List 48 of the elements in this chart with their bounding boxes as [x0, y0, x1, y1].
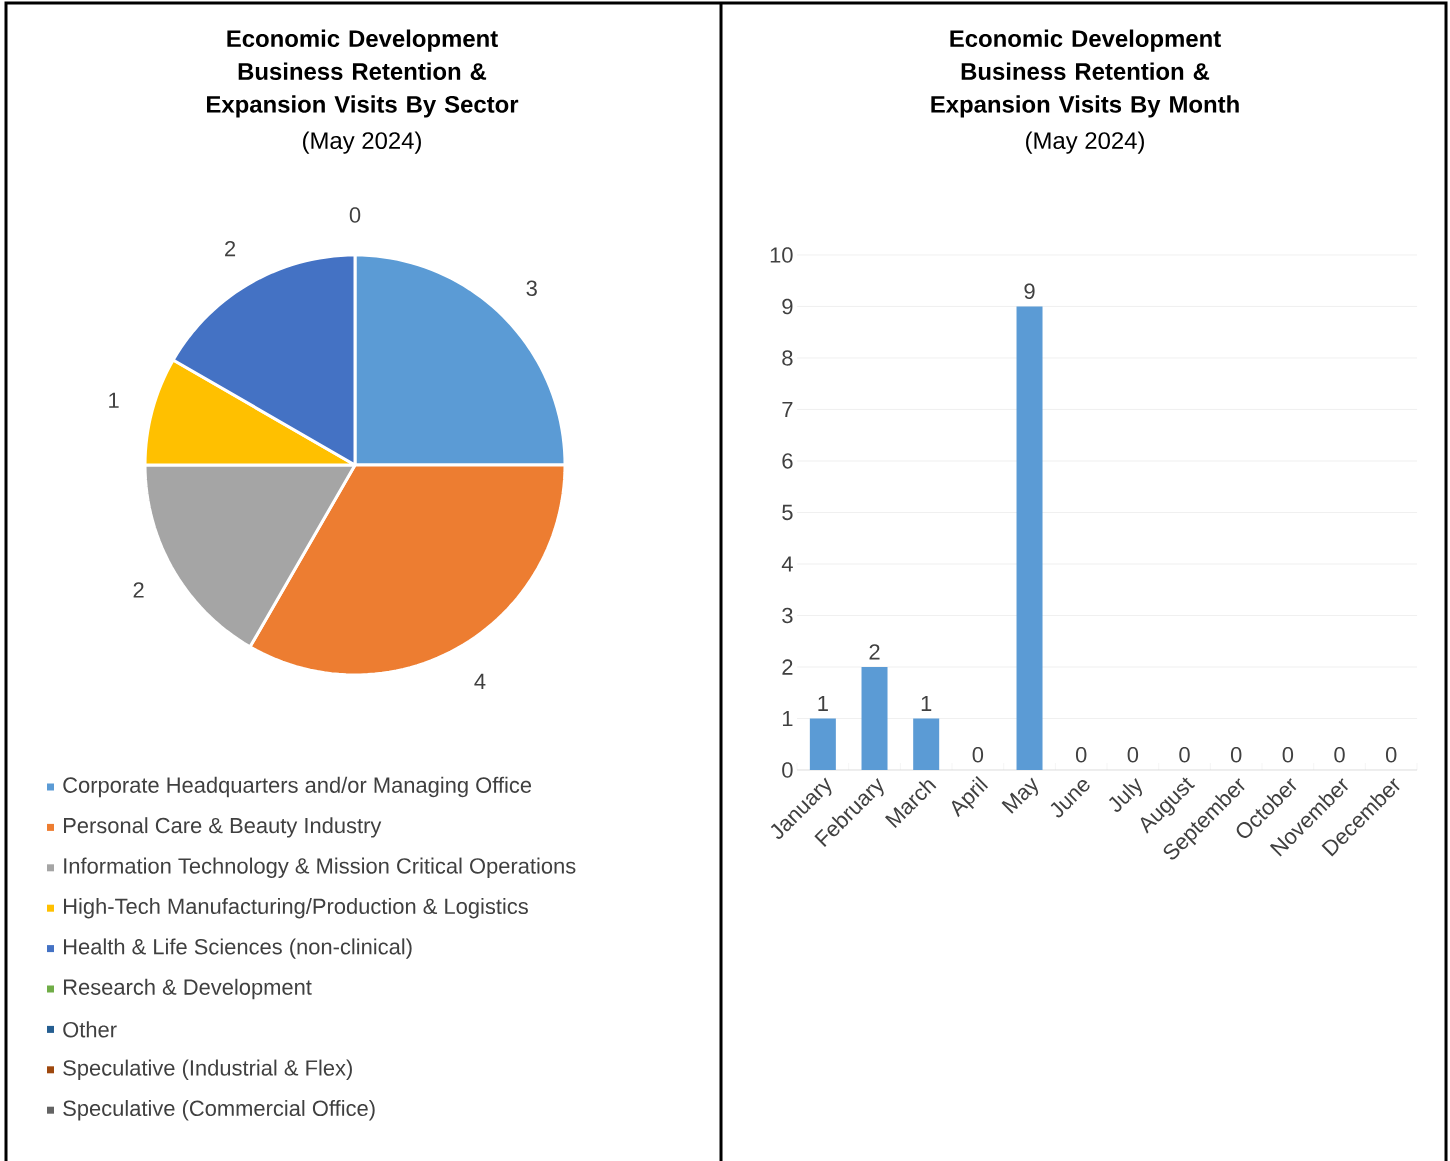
legend-label: Health & Life Sciences (non-clinical) [64, 938, 412, 959]
legend-label: Speculative (Commercial Office) [63, 1099, 375, 1121]
data-label: 0 [1230, 746, 1242, 763]
legend-label: Information Technology & Mission Critical Operations [64, 857, 576, 879]
data-label: 3 [526, 280, 537, 297]
y-tick-label: 4 [781, 556, 793, 572]
text: 0 [349, 207, 361, 223]
data-label: 0 [1075, 746, 1087, 763]
bar [1016, 306, 1043, 770]
data-label: 0 [1334, 746, 1345, 763]
y-tick-label: 6 [782, 453, 793, 469]
y-tick-label: 2 [782, 659, 793, 675]
y-tick-label: 3 [782, 607, 793, 624]
data-label: 1 [109, 392, 119, 408]
data-label: 0 [1127, 746, 1139, 763]
x-tick-label: July [1108, 778, 1142, 812]
y-tick-label: 5 [782, 504, 793, 521]
y-tick-label: 10 [770, 247, 793, 263]
data-label: 2 [225, 240, 236, 257]
y-tick-label: 1 [782, 710, 793, 727]
legend-label: Corporate Headquarters and/or Managing Office [63, 776, 532, 798]
data-label: 2 [133, 582, 144, 598]
x-tick-label: May [1001, 777, 1039, 814]
legend-label: Other [63, 1021, 117, 1038]
data-label: 0 [972, 746, 984, 763]
y-tick-label: 8 [782, 350, 793, 366]
data-label: 0 [1282, 746, 1294, 763]
legend-label: High-Tech Manufacturing/Production & Logistics [64, 897, 528, 919]
legend-label: Research & Development [64, 978, 312, 1000]
data-label: 0 [1385, 746, 1397, 763]
chart-title: Economic Development Business Retention & Expansion Visits By Month [931, 29, 1239, 118]
bar [809, 718, 836, 770]
data-label: 1 [921, 695, 932, 711]
legend-label: Personal Care & Beauty Industry [64, 817, 382, 838]
y-tick-label: 9 [782, 298, 793, 315]
chart-subtitle: (May 2024) [1026, 131, 1144, 154]
y-tick-label: 0 [782, 762, 793, 778]
data-label: 0 [1179, 746, 1190, 763]
data-label: 2 [869, 644, 880, 660]
data-label: 4 [474, 673, 486, 689]
legend-label: Speculative (Industrial & Flex) [63, 1059, 352, 1081]
chart-subtitle: (May 2024) [303, 131, 421, 154]
chart-title: Economic Development Business Retention & Expansion Visits By Sector [207, 29, 519, 118]
y-tick-label: 7 [782, 401, 793, 418]
bar [861, 666, 888, 770]
data-label: 1 [818, 695, 828, 711]
data-label: 9 [1024, 283, 1035, 299]
bar [913, 718, 940, 770]
